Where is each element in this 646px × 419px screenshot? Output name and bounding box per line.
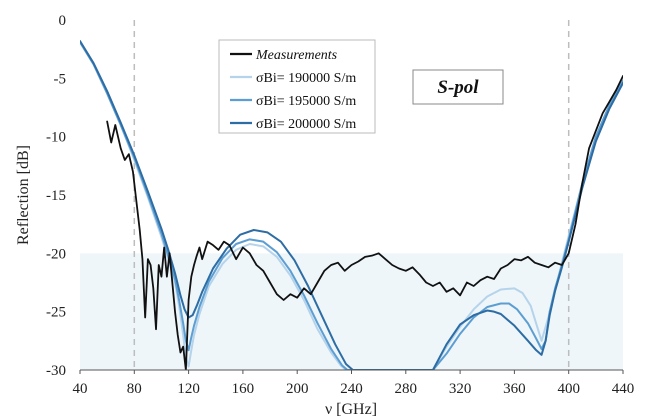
x-tick-label: 120 bbox=[177, 381, 200, 397]
x-tick-label: 40 bbox=[73, 381, 88, 397]
y-tick-label: 0 bbox=[59, 13, 67, 29]
x-tick-label: 400 bbox=[557, 381, 580, 397]
legend: Measurements σBi= 190000 S/m σBi= 195000 S… bbox=[218, 39, 376, 134]
legend-box bbox=[218, 39, 376, 134]
legend-label: σBi= 200000 S/m bbox=[256, 117, 356, 132]
series-line-0 bbox=[106, 75, 623, 370]
x-tick-label: 160 bbox=[232, 381, 255, 397]
legend-label: σBi= 190000 S/m bbox=[256, 71, 356, 86]
series-line-3 bbox=[80, 40, 623, 370]
y-tick-label: -5 bbox=[54, 71, 67, 87]
x-tick-label: 80 bbox=[127, 381, 142, 397]
annotation-box: S-pol bbox=[412, 69, 504, 105]
y-tick-label: -15 bbox=[46, 188, 66, 204]
y-tick-label: -25 bbox=[46, 305, 66, 321]
x-axis-title: ν [GHz] bbox=[325, 401, 377, 418]
y-tick-label: -20 bbox=[46, 246, 66, 262]
x-tick-label: 280 bbox=[395, 381, 418, 397]
legend-label: σBi= 195000 S/m bbox=[256, 94, 356, 109]
x-tick-label: 320 bbox=[449, 381, 472, 397]
x-tick-label: 440 bbox=[612, 381, 635, 397]
annotation-label: S-pol bbox=[437, 77, 479, 98]
legend-label: Measurements bbox=[255, 48, 338, 63]
y-tick-label: -30 bbox=[46, 363, 66, 379]
x-tick-label: 200 bbox=[286, 381, 309, 397]
y-axis-title: Reflection [dB] bbox=[15, 145, 32, 245]
x-tick-label: 240 bbox=[340, 381, 363, 397]
y-tick-label: -10 bbox=[46, 130, 66, 146]
x-tick-label: 360 bbox=[503, 381, 526, 397]
